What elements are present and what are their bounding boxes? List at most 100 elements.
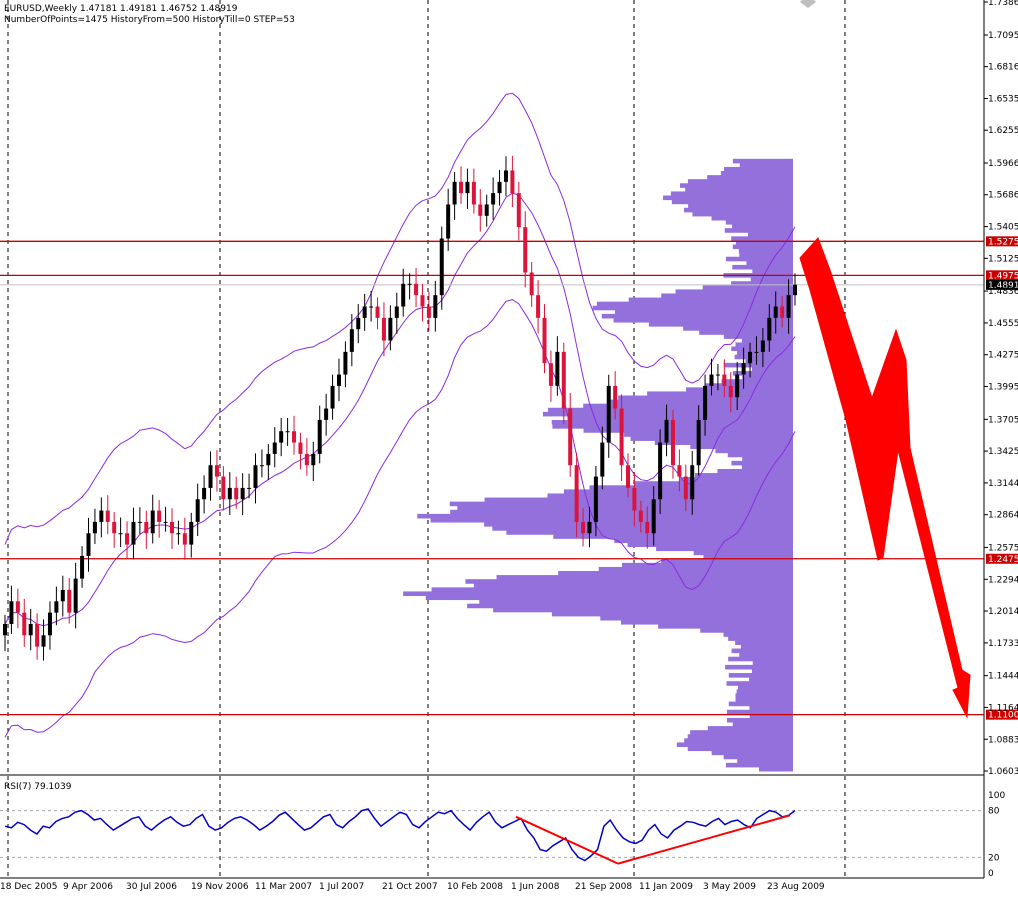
candle-body: [259, 465, 264, 467]
y-tick-label: 1.2864: [988, 511, 1018, 521]
candle-body: [503, 170, 508, 182]
candle-body: [593, 476, 598, 522]
rsi-tick-label: 80: [988, 807, 1000, 817]
candle-body: [722, 374, 727, 386]
level-label: 1.4975: [988, 271, 1018, 281]
level-label: 1.5275: [988, 237, 1018, 247]
profile-bin: [628, 297, 793, 303]
level-label-bg: [986, 236, 1018, 247]
candle-body: [619, 408, 624, 466]
profile-bin: [684, 738, 793, 743]
profile-bin: [735, 240, 793, 246]
forecast-arrow: [799, 237, 971, 719]
profile-bin: [749, 705, 793, 711]
profile-bin: [725, 220, 793, 225]
profile-bin: [690, 730, 793, 735]
profile-bin: [425, 595, 793, 601]
profile-bin: [685, 187, 793, 192]
rsi-trendline-down: [515, 815, 619, 865]
rsi-tick-label: 100: [988, 791, 1005, 801]
profile-bin: [734, 354, 793, 360]
profile-bin: [732, 224, 793, 229]
profile-bin: [583, 403, 793, 409]
candle-body: [773, 306, 778, 318]
profile-bin: [457, 505, 793, 511]
profile-bin: [450, 509, 793, 515]
candle-body: [150, 510, 155, 534]
profile-bin: [723, 632, 793, 637]
rsi-line: [4, 808, 796, 862]
candle-body: [484, 204, 489, 216]
profile-bin: [723, 362, 793, 368]
profile-bin: [711, 215, 793, 221]
x-tick-label: 1 Jun 2008: [511, 882, 560, 892]
candle-body: [581, 521, 586, 534]
chart-subheader: NumberOfPoints=1475 HistoryFrom=500 Hist…: [4, 15, 295, 25]
profile-bin: [630, 436, 793, 441]
y-tick-label: 1.1733: [988, 639, 1018, 649]
profile-bin: [699, 330, 793, 335]
profile-bin: [648, 322, 793, 327]
candle-body: [131, 521, 136, 545]
level-label: 1.1100: [988, 711, 1018, 721]
profile-bin: [609, 399, 793, 405]
candle-body: [677, 465, 682, 477]
profile-bin: [715, 448, 793, 454]
y-tick-label: 1.3425: [988, 447, 1018, 457]
candle-body: [735, 374, 740, 398]
profile-bin: [731, 236, 793, 241]
candle-body: [452, 181, 457, 205]
profile-bin: [403, 591, 793, 597]
profile-bin: [731, 460, 793, 466]
profile-bin: [583, 428, 793, 433]
profile-bin: [759, 766, 793, 772]
profile-bin: [663, 195, 793, 201]
candle-body: [92, 521, 97, 534]
candle-body: [715, 374, 720, 376]
top-marker: [800, 0, 816, 8]
candle-body: [658, 442, 663, 500]
x-tick-label: 18 Dec 2005: [0, 882, 58, 892]
candle-body: [227, 487, 232, 500]
profile-bin: [749, 713, 793, 719]
candle-body: [381, 317, 386, 341]
rsi-trendline-up: [617, 814, 791, 865]
candle-body: [568, 408, 573, 466]
profile-bin: [739, 162, 793, 168]
profile-bin: [726, 681, 793, 686]
volume-profile: [403, 158, 793, 772]
profile-bin: [547, 493, 793, 499]
profile-bin: [739, 652, 793, 658]
profile-bin: [683, 326, 793, 331]
profile-bin: [431, 587, 793, 592]
profile-bin: [484, 522, 793, 527]
candle-body: [195, 499, 200, 522]
candle-body: [67, 589, 72, 613]
candle-body: [587, 521, 592, 534]
profile-bin: [728, 701, 793, 707]
candle-body: [529, 272, 534, 296]
profile-bin: [726, 717, 793, 723]
profile-bin: [731, 281, 793, 286]
y-tick-label: 1.6255: [988, 126, 1018, 136]
profile-bin: [732, 158, 793, 164]
x-tick-label: 21 Oct 2007: [382, 882, 438, 892]
candle-body: [638, 510, 643, 522]
profile-bin: [542, 411, 793, 417]
candle-body: [651, 499, 656, 534]
candle-body: [292, 431, 297, 443]
profile-bin: [688, 203, 793, 209]
y-tick-label: 1.2575: [988, 543, 1018, 553]
profile-bin: [694, 473, 793, 478]
profile-bin: [728, 673, 793, 678]
candle-body: [189, 521, 194, 545]
candle-body: [375, 306, 380, 318]
candle-body: [202, 487, 207, 500]
profile-bin: [742, 456, 793, 462]
profile-bin: [492, 526, 793, 531]
profile-bin: [687, 734, 793, 739]
current-price-label: 1.4891: [988, 281, 1018, 291]
profile-bin: [700, 628, 793, 633]
